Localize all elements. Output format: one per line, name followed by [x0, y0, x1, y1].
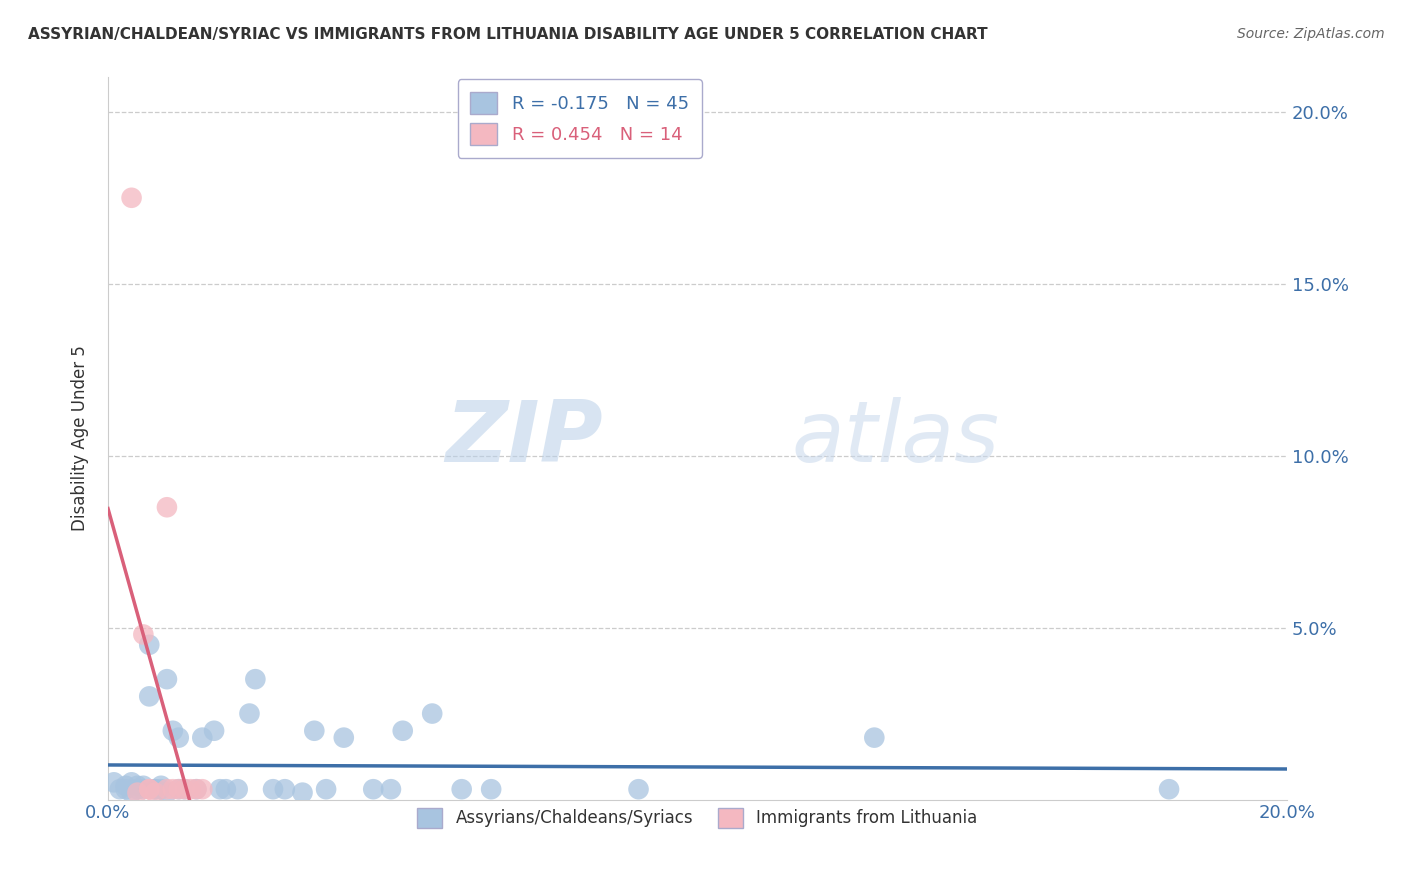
- Point: [186, 782, 208, 797]
- Point: [186, 782, 208, 797]
- Point: [420, 706, 443, 721]
- Point: [162, 723, 184, 738]
- Point: [143, 786, 166, 800]
- Point: [167, 782, 190, 797]
- Point: [121, 786, 143, 800]
- Point: [262, 782, 284, 797]
- Point: [167, 782, 190, 797]
- Point: [127, 779, 149, 793]
- Point: [114, 779, 136, 793]
- Point: [132, 782, 155, 797]
- Point: [167, 731, 190, 745]
- Point: [202, 723, 225, 738]
- Point: [173, 782, 195, 797]
- Point: [127, 786, 149, 800]
- Point: [138, 782, 160, 797]
- Point: [180, 782, 202, 797]
- Point: [150, 779, 173, 793]
- Point: [304, 723, 326, 738]
- Point: [162, 782, 184, 797]
- Point: [173, 782, 195, 797]
- Point: [121, 191, 143, 205]
- Text: Source: ZipAtlas.com: Source: ZipAtlas.com: [1237, 27, 1385, 41]
- Point: [138, 638, 160, 652]
- Point: [627, 782, 650, 797]
- Point: [150, 782, 173, 797]
- Point: [226, 782, 249, 797]
- Point: [245, 672, 267, 686]
- Point: [1157, 782, 1180, 797]
- Point: [138, 782, 160, 797]
- Point: [156, 672, 179, 686]
- Text: atlas: atlas: [792, 397, 1000, 480]
- Point: [132, 779, 155, 793]
- Text: ZIP: ZIP: [446, 397, 603, 480]
- Point: [156, 500, 179, 515]
- Point: [156, 782, 179, 797]
- Point: [121, 775, 143, 789]
- Point: [114, 782, 136, 797]
- Point: [108, 782, 131, 797]
- Point: [127, 782, 149, 797]
- Legend: Assyrians/Chaldeans/Syriacs, Immigrants from Lithuania: Assyrians/Chaldeans/Syriacs, Immigrants …: [411, 801, 984, 835]
- Point: [191, 782, 214, 797]
- Point: [143, 782, 166, 797]
- Point: [361, 782, 384, 797]
- Point: [274, 782, 297, 797]
- Point: [143, 782, 166, 797]
- Y-axis label: Disability Age Under 5: Disability Age Under 5: [72, 345, 89, 532]
- Point: [132, 627, 155, 641]
- Point: [450, 782, 472, 797]
- Point: [380, 782, 402, 797]
- Point: [315, 782, 337, 797]
- Point: [391, 723, 413, 738]
- Point: [191, 731, 214, 745]
- Point: [479, 782, 502, 797]
- Point: [138, 690, 160, 704]
- Text: ASSYRIAN/CHALDEAN/SYRIAC VS IMMIGRANTS FROM LITHUANIA DISABILITY AGE UNDER 5 COR: ASSYRIAN/CHALDEAN/SYRIAC VS IMMIGRANTS F…: [28, 27, 988, 42]
- Point: [863, 731, 886, 745]
- Point: [291, 786, 314, 800]
- Point: [208, 782, 231, 797]
- Point: [156, 786, 179, 800]
- Point: [238, 706, 260, 721]
- Point: [215, 782, 238, 797]
- Point: [333, 731, 356, 745]
- Point: [103, 775, 125, 789]
